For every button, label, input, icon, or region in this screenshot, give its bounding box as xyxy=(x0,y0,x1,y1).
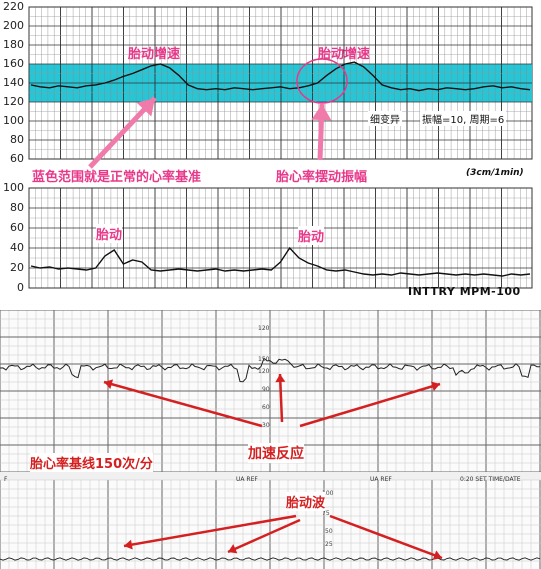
fhr-series-line xyxy=(30,61,531,92)
movement-label-1: 胎动 xyxy=(96,224,123,243)
toco-chart xyxy=(28,187,533,289)
accel-label-1: 胎动增速 xyxy=(128,47,181,62)
accel-arrow-left-head xyxy=(104,379,114,389)
wave-arrow-mid-head xyxy=(228,544,238,554)
time-date-label: 0:20 SET TIME/DATE xyxy=(460,476,521,483)
accel-response-label: 加速反应 xyxy=(248,443,304,463)
f-mark-label: F xyxy=(4,476,8,483)
scan-scale-label: 120 xyxy=(258,325,270,332)
baseline-arrow-head xyxy=(136,98,155,117)
fhr-tick: 200 xyxy=(3,19,24,32)
amplitude-arrow-head xyxy=(311,104,332,121)
fhr-chart xyxy=(28,6,533,169)
toco-tick: 40 xyxy=(10,241,24,254)
strip-separator xyxy=(0,472,541,480)
toco-panel xyxy=(0,180,541,300)
speed-label: (3cm/1min) xyxy=(466,168,524,178)
variability-label: 细变异 xyxy=(368,111,402,126)
amplitude-period-label: 振幅=10, 周期=6 xyxy=(420,111,507,126)
toco-tick: 60 xyxy=(10,221,24,234)
scan-scale-label: 60 xyxy=(262,404,270,411)
scan-scale-label: 150 xyxy=(258,356,270,363)
wave-arrow-left-head xyxy=(124,539,133,550)
fhr-tick: 160 xyxy=(3,57,24,70)
accel-label-2: 胎动增速 xyxy=(318,47,371,62)
accel-arrow-right-head xyxy=(430,381,440,392)
scan-chart xyxy=(0,310,541,569)
accel-arrow-up-head xyxy=(275,374,286,383)
baseline-label: 胎心率基线150次/分 xyxy=(30,453,153,472)
scan-scale-label: 50 xyxy=(325,528,333,535)
wave-arrow-right xyxy=(329,514,443,560)
toco-tick: 0 xyxy=(17,281,24,294)
amplitude-note: 胎心率摆动振幅 xyxy=(276,170,368,185)
fhr-tick: 120 xyxy=(3,95,24,108)
wave-arrow-left xyxy=(123,514,297,548)
accel-arrow-left xyxy=(103,380,263,428)
highlight-ellipse xyxy=(296,58,348,104)
device-label: INTTRY MPM-100 xyxy=(408,285,521,298)
ua-ref-label: UA REF xyxy=(370,476,392,483)
scan-fhr-line xyxy=(0,357,541,383)
toco-tick: 80 xyxy=(10,201,24,214)
accel-arrow-up xyxy=(278,373,284,423)
ua-ref-label: UA REF xyxy=(236,476,258,483)
toco-series-line xyxy=(30,246,531,277)
movement-label-2: 胎动 xyxy=(298,226,325,245)
toco-tick: 20 xyxy=(10,261,24,274)
fhr-tick: 100 xyxy=(3,114,24,127)
accel-arrow-right xyxy=(299,382,441,428)
scan-scale-label: 100 xyxy=(322,490,334,497)
movement-wave-label: 胎动波 xyxy=(286,492,326,511)
fhr-tick: 140 xyxy=(3,76,24,89)
scan-scale-label: 120 xyxy=(258,368,270,375)
baseline-note: 蓝色范围就是正常的心率基准 xyxy=(32,170,202,185)
fhr-tick: 80 xyxy=(10,133,24,146)
fhr-tick: 180 xyxy=(3,38,24,51)
fhr-tick: 60 xyxy=(10,152,24,165)
fhr-panel xyxy=(0,0,541,170)
wave-arrow-right-head xyxy=(432,550,442,560)
scan-panel xyxy=(0,310,541,569)
toco-tick: 100 xyxy=(3,181,24,194)
scan-scale-label: 75 xyxy=(322,510,330,517)
wave-arrow-mid xyxy=(227,518,301,554)
scan-scale-label: 25 xyxy=(325,541,333,548)
scan-ua-line xyxy=(0,557,541,561)
fhr-tick: 220 xyxy=(3,0,24,13)
scan-scale-label: 30 xyxy=(262,422,270,429)
scan-scale-label: 90 xyxy=(262,386,270,393)
